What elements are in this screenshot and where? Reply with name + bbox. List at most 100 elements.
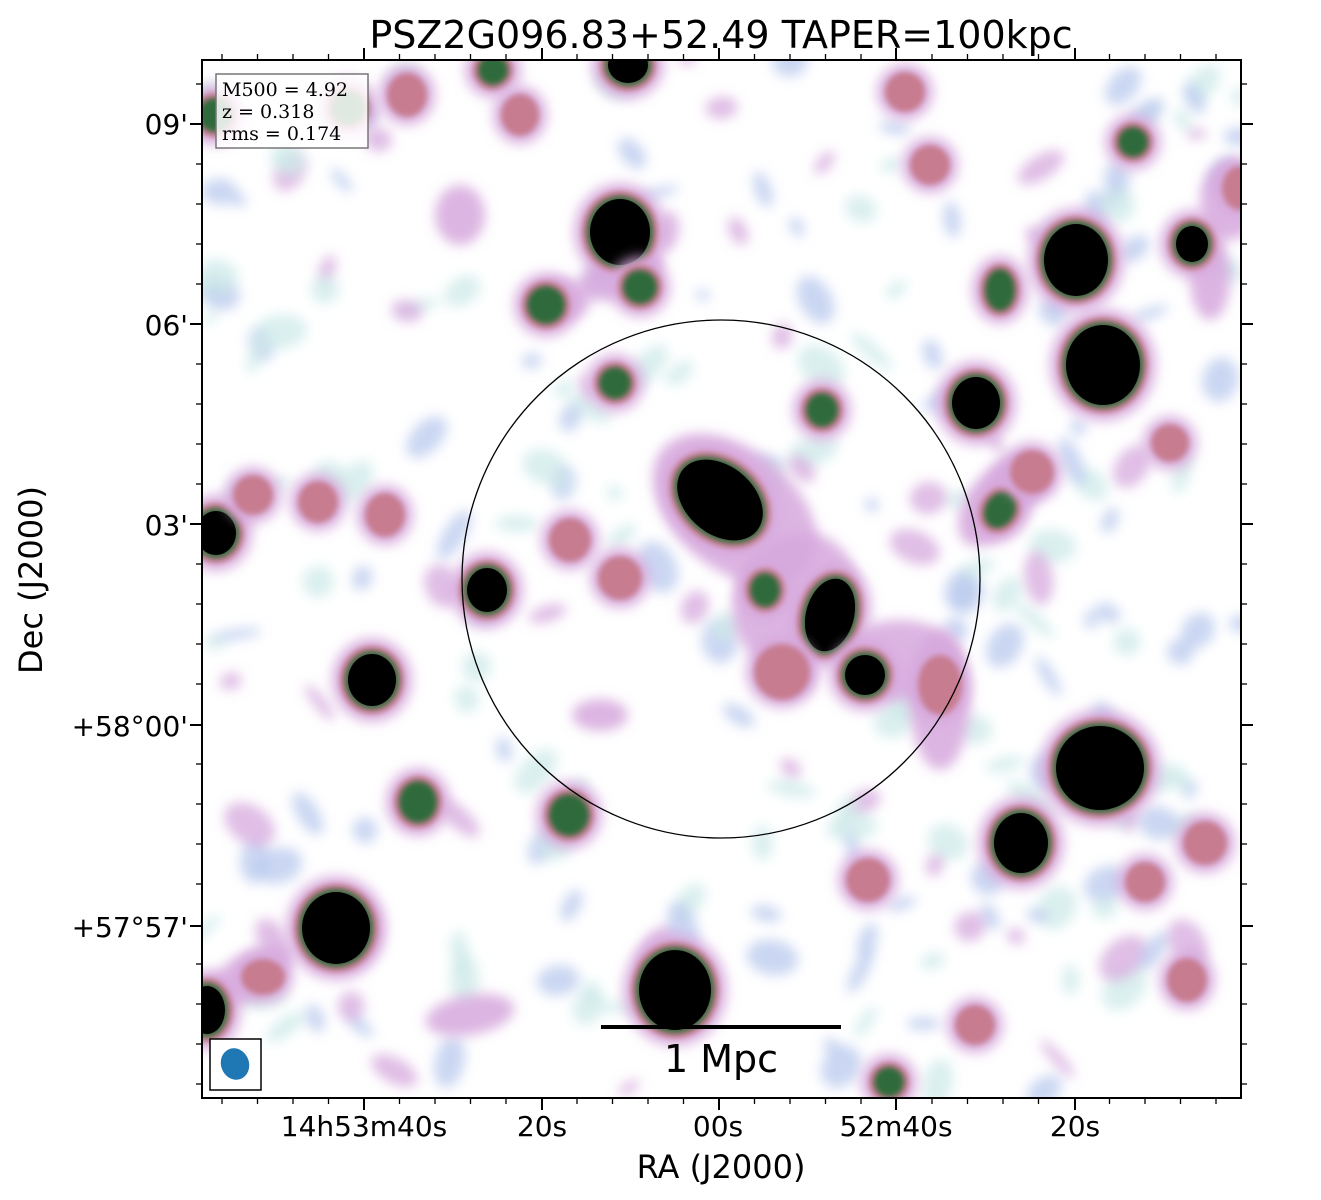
radio-source <box>514 273 578 337</box>
noise-blob <box>788 454 816 483</box>
noise-blob <box>219 672 242 690</box>
source-core <box>1066 325 1140 405</box>
noise-blob <box>922 339 943 370</box>
info-m500: M500 = 4.92 <box>222 79 348 101</box>
radio-source <box>838 850 898 910</box>
radio-source <box>623 934 727 1046</box>
noise-blob <box>1084 865 1127 903</box>
noise-blob <box>495 736 513 763</box>
noise-blob <box>944 570 975 610</box>
radio-source <box>1160 210 1224 278</box>
source-ring-green <box>806 393 838 427</box>
radio-source <box>225 467 281 523</box>
radio-source <box>861 1054 917 1098</box>
source-core <box>202 511 236 555</box>
source-ring-pink <box>365 493 405 537</box>
noise-blob <box>302 565 334 598</box>
noise-blob <box>854 1006 877 1037</box>
noise-blob <box>1186 128 1207 140</box>
noise-blob <box>750 905 782 923</box>
noise-blob <box>444 275 481 307</box>
noise-blob <box>1100 507 1120 533</box>
y-tick-labels: 09' 06' 03' +58°00' +57°57' <box>72 108 188 944</box>
y-tick-label: +57°57' <box>72 911 188 944</box>
diffuse-emission <box>425 993 515 1037</box>
source-ring-pink <box>501 94 539 136</box>
noise-blob <box>856 923 878 959</box>
noise-blob <box>906 1017 941 1031</box>
noise-blob <box>521 353 542 369</box>
radio-source <box>978 797 1064 889</box>
source-ring-green <box>985 269 1015 311</box>
noise-blob <box>820 1045 862 1089</box>
source-core <box>1056 726 1144 810</box>
diffuse-emission <box>435 185 485 245</box>
source-core <box>952 377 1000 429</box>
noise-blob <box>788 217 805 237</box>
noise-blob <box>202 637 228 650</box>
x-tick-labels: 14h53m40s 20s 00s 52m40s 20s <box>281 1110 1100 1143</box>
noise-blob <box>878 121 911 135</box>
radio-source <box>1050 309 1156 421</box>
radio-source <box>1214 158 1241 218</box>
noise-blob <box>705 96 738 120</box>
noise-blob <box>391 299 423 323</box>
radio-source <box>910 647 970 723</box>
noise-blob <box>450 954 480 1005</box>
noise-blob <box>253 314 307 350</box>
noise-blob <box>1201 357 1239 402</box>
noise-blob <box>617 137 647 169</box>
source-ring-green <box>599 367 631 399</box>
source-core <box>677 459 763 541</box>
noise-blob <box>992 576 1022 612</box>
noise-blob <box>255 847 303 885</box>
noise-blob <box>202 914 221 949</box>
noise-blob <box>814 151 835 175</box>
noise-blob <box>864 497 879 512</box>
noise-blob <box>495 515 539 532</box>
source-core <box>804 578 856 652</box>
noise-blob <box>752 825 773 861</box>
noise-blob <box>796 275 835 324</box>
source-core <box>467 568 507 612</box>
source-ring-pink <box>1125 862 1165 902</box>
noise-blob <box>607 523 636 549</box>
noise-blob <box>292 792 324 835</box>
radio-source <box>541 510 599 570</box>
noise-blob <box>553 380 576 397</box>
source-ring-pink <box>1167 958 1207 1002</box>
noise-blob <box>305 1004 325 1033</box>
y-tick-label: +58°00' <box>72 710 188 743</box>
diffuse-emission <box>572 699 628 731</box>
noise-blob <box>1174 108 1191 131</box>
noise-blob <box>1017 150 1065 185</box>
noise-blob <box>364 127 393 152</box>
source-ring-pink <box>918 655 962 715</box>
axis-ticks <box>190 48 1253 1110</box>
noise-blob <box>371 1053 418 1088</box>
noise-blob <box>1120 234 1150 263</box>
y-tick-label: 06' <box>145 309 188 342</box>
noise-blob <box>772 60 808 77</box>
radio-source <box>789 562 871 668</box>
figure-title: PSZ2G096.83+52.49 TAPER=100kpc <box>369 13 1072 57</box>
radio-source <box>233 951 293 1003</box>
noise-blob <box>454 685 479 713</box>
noise-blob <box>1138 806 1179 840</box>
source-ring-pink <box>1222 166 1241 210</box>
noise-blob <box>678 60 696 66</box>
y-tick-label: 09' <box>145 108 188 141</box>
source-core <box>348 654 396 706</box>
radio-source <box>793 380 851 440</box>
noise-blob <box>722 703 755 728</box>
noise-blob <box>352 817 378 844</box>
noise-blob <box>551 471 570 490</box>
source-core <box>1044 224 1108 296</box>
radio-source <box>661 443 779 557</box>
noise-blob <box>1058 437 1086 487</box>
radio-source <box>746 636 818 708</box>
noise-blob <box>845 194 877 223</box>
y-tick-label: 03' <box>145 509 188 542</box>
source-ring-green <box>1118 127 1148 157</box>
radio-source <box>829 639 901 711</box>
